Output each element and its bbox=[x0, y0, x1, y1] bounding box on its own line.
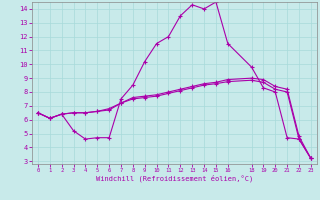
X-axis label: Windchill (Refroidissement éolien,°C): Windchill (Refroidissement éolien,°C) bbox=[96, 175, 253, 182]
